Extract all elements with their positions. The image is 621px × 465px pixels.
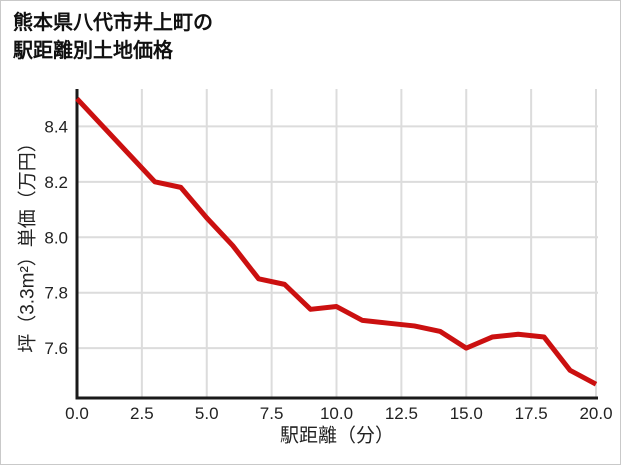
price-line-series <box>75 96 598 387</box>
chart-title-line1: 熊本県八代市井上町の <box>13 12 213 34</box>
chart-title-line2: 駅距離別土地価格 <box>13 40 173 62</box>
x-tick-label: 5.0 <box>195 404 219 423</box>
y-axis-label: 坪（3.3m²）単価（万円） <box>17 133 39 353</box>
x-tick-label: 15.0 <box>450 404 483 423</box>
x-tick-label: 12.5 <box>385 404 418 423</box>
y-tick-label: 7.8 <box>44 284 68 303</box>
y-tick-label: 8.4 <box>44 117 68 136</box>
x-axis-label: 駅距離（分） <box>279 425 395 447</box>
x-tick-label: 20.0 <box>579 404 612 423</box>
y-tick-label: 8.2 <box>44 173 68 192</box>
y-tick-label: 7.6 <box>44 339 68 358</box>
x-tick-label: 10.0 <box>320 404 353 423</box>
y-tick-label: 8.0 <box>44 228 68 247</box>
chart-title: 熊本県八代市井上町の 駅距離別土地価格 <box>13 9 213 65</box>
x-tick-label: 17.5 <box>515 404 548 423</box>
x-tick-label: 7.5 <box>260 404 284 423</box>
x-tick-label: 2.5 <box>130 404 154 423</box>
x-tick-label: 0.0 <box>65 404 89 423</box>
